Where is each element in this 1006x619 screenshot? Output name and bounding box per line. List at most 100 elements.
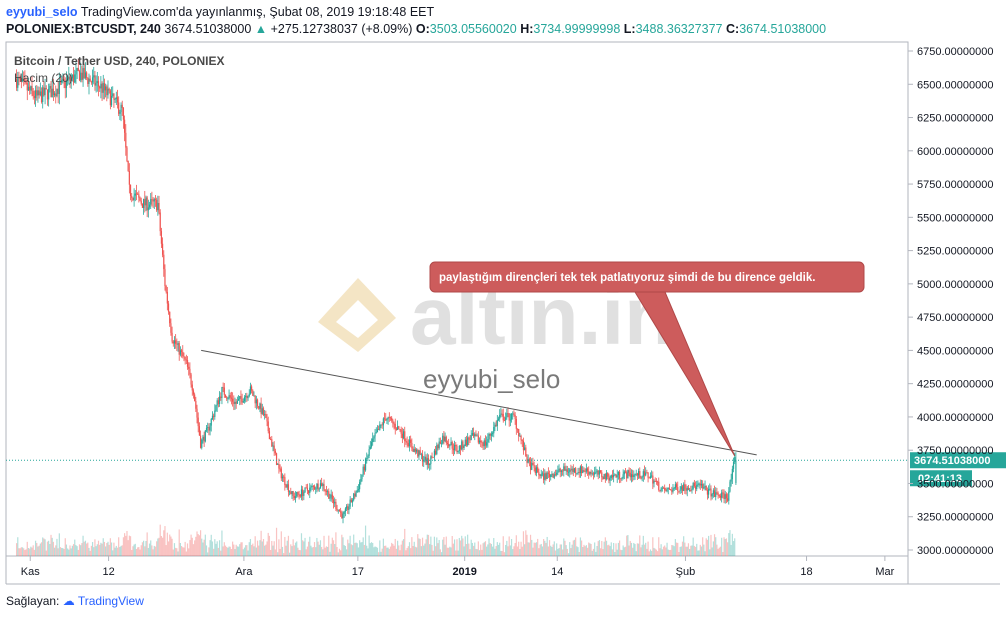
volume-bar (24, 550, 26, 556)
volume-bar (197, 534, 199, 556)
volume-bar (337, 552, 339, 556)
volume-bar (255, 547, 257, 556)
volume-bar (336, 547, 338, 556)
tradingview-icon[interactable]: ☁ (62, 594, 75, 608)
candle-body (486, 442, 488, 446)
volume-bar (652, 537, 654, 556)
candle-body (410, 439, 412, 443)
volume-bar (115, 545, 117, 556)
volume-bar (179, 542, 181, 556)
volume-bar (416, 547, 418, 556)
volume-bar (68, 549, 70, 556)
candle (595, 466, 597, 475)
annotation-box (429, 261, 865, 293)
volume-bar (59, 547, 62, 556)
volume-bar (306, 546, 309, 556)
volume-bar (684, 542, 686, 556)
candle (115, 91, 117, 106)
candle-body (256, 399, 259, 407)
candle (217, 397, 219, 408)
volume-bar (43, 538, 45, 556)
candle (609, 475, 611, 486)
candle-body (501, 413, 503, 415)
volume-bar (259, 540, 261, 556)
candle (364, 457, 367, 472)
candle (61, 75, 63, 85)
volume-bar (110, 542, 113, 556)
volume-bar (315, 547, 317, 556)
candle-body (186, 360, 189, 367)
candle-body (685, 489, 687, 491)
candle (533, 461, 535, 472)
tradingview-link[interactable]: TradingView (77, 594, 144, 608)
candle-body (697, 483, 699, 485)
candle (634, 473, 636, 480)
volume-bar (266, 541, 268, 556)
candle (29, 81, 31, 95)
candle-body (368, 449, 370, 456)
volume-bar (458, 537, 460, 556)
candle-body (88, 78, 90, 84)
candle-body (184, 356, 186, 360)
candle (666, 487, 668, 493)
volume-bar (17, 537, 19, 556)
volume-bar (214, 539, 216, 556)
volume-bar (186, 543, 189, 556)
volume-bar (522, 531, 525, 556)
resistance-trendline (201, 349, 757, 456)
volume-bar (671, 545, 673, 556)
candle (451, 440, 453, 455)
volume-bar (474, 542, 476, 556)
volume-bar (481, 549, 483, 556)
volume-bar (709, 549, 711, 556)
candle (405, 438, 407, 445)
volume-bar (216, 541, 218, 556)
volume-bar (265, 544, 267, 556)
candle-body (221, 386, 223, 398)
candle-body (565, 469, 567, 471)
candle-body (427, 458, 430, 465)
candle (91, 69, 94, 87)
candle (425, 454, 427, 466)
volume-bar (291, 546, 293, 556)
y-tick-label: 6750.00000000 (917, 46, 993, 58)
candle (540, 469, 542, 479)
volume-bar (724, 539, 726, 556)
volume-bar (105, 546, 107, 556)
volume-bar (49, 544, 51, 556)
candle-body (611, 475, 614, 478)
x-tick-label: Şub (676, 566, 696, 578)
volume-bar (529, 534, 532, 556)
candle (362, 464, 364, 477)
volume-bar (109, 538, 111, 556)
volume-bar (398, 545, 400, 556)
candle-body (67, 79, 69, 81)
candle-body (154, 199, 157, 200)
candle (274, 448, 276, 456)
volume-bar (32, 545, 34, 556)
candle (195, 396, 197, 412)
volume-bar (128, 535, 130, 556)
candle-body (255, 399, 257, 404)
candle-body (480, 440, 482, 443)
volume-bar (290, 544, 292, 556)
candle (560, 469, 563, 477)
candle-body (443, 435, 445, 442)
candle-body (595, 471, 597, 473)
candle-body (82, 68, 84, 80)
candle (177, 341, 179, 352)
volume-bar (513, 546, 515, 556)
volume-bar (629, 540, 631, 556)
chart-header-line1: eyyubi_selo TradingView.com'da yayınlanm… (6, 5, 434, 19)
candle-body (43, 87, 45, 96)
candle-body (481, 442, 483, 444)
candle-body (97, 81, 100, 87)
annotation-text: paylaştığım dirençleri tek tek patlatıyo… (439, 272, 815, 284)
candle-body (224, 394, 227, 398)
candle (361, 474, 363, 482)
author-link[interactable]: eyyubi_selo (6, 5, 78, 19)
candle-body (178, 343, 180, 355)
volume-bar (372, 542, 374, 556)
candle-body (672, 488, 674, 492)
